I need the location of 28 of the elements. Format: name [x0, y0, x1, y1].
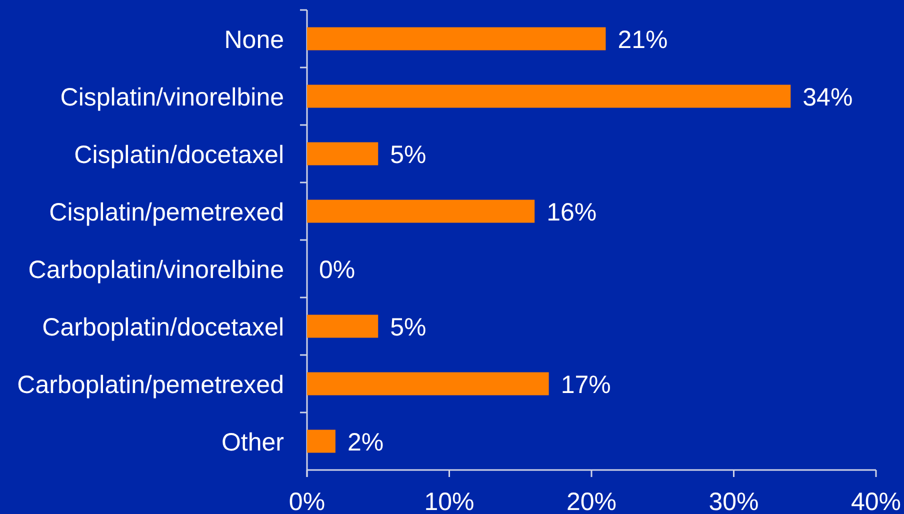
- bar: [307, 430, 336, 453]
- data-label: 2%: [347, 428, 384, 456]
- bar: [307, 27, 606, 50]
- x-tick-label: 10%: [424, 488, 474, 514]
- y-tick-label: None: [224, 26, 284, 54]
- bar: [307, 372, 549, 396]
- bar: [307, 200, 535, 223]
- bar: [307, 84, 791, 108]
- bar: [307, 142, 378, 166]
- data-label: 17%: [560, 370, 611, 399]
- data-label: 5%: [390, 140, 426, 169]
- x-tick-label: 20%: [566, 488, 617, 514]
- y-tick-label: Cisplatin/vinorelbine: [60, 83, 284, 112]
- x-tick-label: 40%: [850, 488, 902, 514]
- data-label: 5%: [390, 313, 426, 342]
- data-label: 34%: [802, 83, 853, 112]
- y-tick-label: Cisplatin/docetaxel: [74, 140, 284, 169]
- data-label: 21%: [618, 26, 668, 54]
- y-tick-label: Carboplatin/docetaxel: [42, 313, 284, 342]
- x-tick-label: 0%: [288, 488, 326, 514]
- bar: [307, 314, 378, 338]
- y-tick-label: Other: [221, 428, 284, 456]
- data-label: 16%: [546, 198, 597, 226]
- data-label: 0%: [319, 256, 356, 284]
- x-tick-label: 30%: [708, 488, 759, 514]
- y-tick-label: Carboplatin/vinorelbine: [28, 256, 284, 284]
- y-tick-label: Cisplatin/pemetrexed: [49, 198, 284, 226]
- y-tick-label: Carboplatin/pemetrexed: [17, 370, 284, 399]
